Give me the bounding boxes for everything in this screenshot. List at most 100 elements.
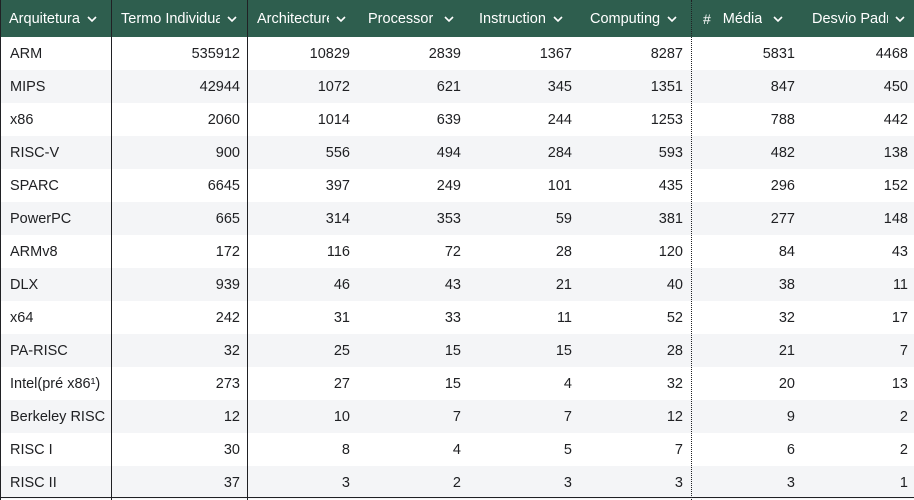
row-label-cell: MIPS (10, 78, 46, 95)
number-hash-icon: # (703, 10, 711, 27)
value-cell: 27 (333, 375, 350, 392)
table-row[interactable]: RISC-V 900 556 494 284 593 482 138 (1, 136, 914, 169)
table-row[interactable]: PowerPC 665 314 353 59 381 277 148 (1, 202, 914, 235)
value-cell: 7 (563, 408, 572, 425)
row-label-cell: PowerPC (10, 210, 72, 227)
value-cell: 535912 (191, 45, 240, 62)
column-header-label: Termo Individual (121, 10, 220, 27)
value-cell: 450 (883, 78, 908, 95)
table-row[interactable]: RISC I 30 8 4 5 7 6 2 (1, 433, 914, 466)
value-cell: 494 (436, 144, 461, 161)
value-cell: 5 (563, 441, 572, 458)
value-cell: 1351 (650, 78, 683, 95)
table-row[interactable]: ARM 535912 10829 2839 1367 8287 5831 4468 (1, 37, 914, 70)
value-cell: 172 (215, 243, 240, 260)
column-header-processor[interactable]: Processor (358, 0, 468, 37)
table-row[interactable]: RISC II 37 3 2 3 3 3 1 (1, 466, 914, 499)
chevron-down-icon[interactable] (335, 13, 347, 25)
row-label-cell: x64 (10, 309, 34, 326)
column-header-arquitetura[interactable]: Arquitetura (1, 0, 111, 37)
value-cell: 116 (326, 243, 350, 260)
value-cell: 37 (223, 474, 240, 491)
table-row[interactable]: SPARC 6645 397 249 101 435 296 152 (1, 169, 914, 202)
value-cell: 3 (786, 474, 795, 491)
value-cell: 242 (215, 309, 240, 326)
chevron-down-icon[interactable] (443, 13, 455, 25)
row-label-cell: Berkeley RISC (10, 408, 106, 425)
value-cell: 13 (891, 375, 908, 392)
value-cell: 296 (770, 177, 795, 194)
value-cell: 21 (778, 342, 795, 359)
value-cell: 33 (444, 309, 461, 326)
value-cell: 2060 (207, 111, 240, 128)
value-cell: 1253 (650, 111, 683, 128)
value-cell: 556 (325, 144, 350, 161)
column-header-architecture[interactable]: Architecture (248, 0, 357, 37)
value-cell: 7 (452, 408, 461, 425)
column-header-label: Computing (590, 10, 661, 27)
value-cell: 1 (899, 474, 908, 491)
column-header-instruction[interactable]: Instruction (468, 0, 579, 37)
column-header-termo-individual[interactable]: Termo Individual (112, 0, 247, 37)
column-header-computing[interactable]: Computing (579, 0, 690, 37)
column-header-media[interactable]: # Média (692, 0, 802, 37)
value-cell: 11 (556, 309, 572, 326)
table-row[interactable]: Berkeley RISC 12 10 7 7 12 9 2 (1, 400, 914, 433)
value-cell: 7 (674, 441, 683, 458)
value-cell: 2 (452, 474, 461, 491)
column-header-desvio-padrao[interactable]: Desvio Padrão (802, 0, 914, 37)
value-cell: 10 (333, 408, 350, 425)
value-cell: 482 (770, 144, 795, 161)
value-cell: 593 (658, 144, 683, 161)
value-cell: 32 (666, 375, 683, 392)
value-cell: 639 (436, 111, 461, 128)
value-cell: 4 (452, 441, 461, 458)
header-row: Arquitetura Termo Individual Architectur… (1, 0, 914, 37)
table-row[interactable]: PA-RISC 32 25 15 15 28 21 7 (1, 334, 914, 367)
chevron-down-icon[interactable] (666, 13, 678, 25)
table-row[interactable]: ARMv8 172 116 72 28 120 84 43 (1, 235, 914, 268)
row-label-cell: RISC II (10, 474, 57, 491)
table-row[interactable]: DLX 939 46 43 21 40 38 11 (1, 268, 914, 301)
table-row[interactable]: x86 2060 1014 639 244 1253 788 442 (1, 103, 914, 136)
chevron-down-icon[interactable] (86, 13, 98, 25)
chevron-down-icon[interactable] (772, 13, 784, 25)
value-cell: 6645 (207, 177, 240, 194)
value-cell: 138 (883, 144, 908, 161)
value-cell: 43 (444, 276, 461, 293)
value-cell: 21 (555, 276, 572, 293)
table-row[interactable]: MIPS 42944 1072 621 345 1351 847 450 (1, 70, 914, 103)
value-cell: 3 (341, 474, 350, 491)
row-label-cell: ARMv8 (10, 243, 58, 260)
value-cell: 4468 (875, 45, 908, 62)
value-cell: 345 (547, 78, 572, 95)
value-cell: 277 (770, 210, 795, 227)
value-cell: 120 (658, 243, 683, 260)
chevron-down-icon[interactable] (552, 13, 564, 25)
table-row[interactable]: x64 242 31 33 11 52 32 17 (1, 301, 914, 334)
column-header-label: Architecture (257, 10, 329, 27)
row-label-cell: SPARC (10, 177, 59, 194)
value-cell: 314 (325, 210, 350, 227)
value-cell: 15 (444, 375, 461, 392)
value-cell: 621 (436, 78, 461, 95)
row-label-cell: RISC I (10, 441, 53, 458)
value-cell: 5831 (762, 45, 795, 62)
chevron-down-icon[interactable] (894, 13, 906, 25)
value-cell: 249 (436, 177, 461, 194)
row-label-cell: PA-RISC (10, 342, 68, 359)
chevron-down-icon[interactable] (226, 13, 238, 25)
value-cell: 2 (899, 441, 908, 458)
value-cell: 15 (555, 342, 572, 359)
row-label-cell: DLX (10, 276, 39, 293)
table-row[interactable]: Intel(pré x86¹) 273 27 15 4 32 20 13 (1, 367, 914, 400)
value-cell: 28 (555, 243, 572, 260)
value-cell: 10829 (309, 45, 350, 62)
value-cell: 32 (223, 342, 240, 359)
value-cell: 7 (899, 342, 908, 359)
value-cell: 788 (770, 111, 795, 128)
column-header-label: Desvio Padrão (812, 10, 888, 27)
value-cell: 4 (563, 375, 572, 392)
column-divider (247, 0, 248, 500)
value-cell: 30 (223, 441, 240, 458)
